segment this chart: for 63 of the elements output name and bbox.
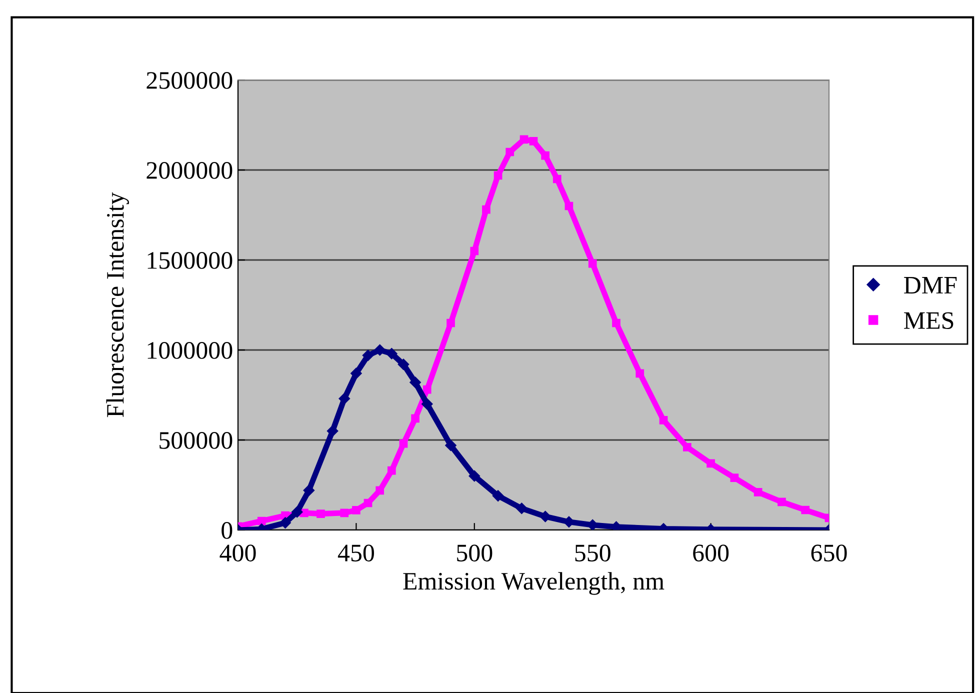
point [494, 171, 502, 180]
point [801, 506, 810, 514]
point [303, 484, 315, 496]
point [468, 470, 480, 482]
point [257, 516, 266, 526]
point [386, 348, 398, 360]
point [754, 488, 762, 496]
y-tick-label: 1000000 [148, 342, 232, 359]
y-tick-label: 0 [222, 522, 232, 539]
x-tick-label: 400 [220, 544, 256, 562]
y-tick-label: 500000 [160, 432, 232, 449]
point [410, 376, 421, 388]
point [398, 358, 410, 370]
y-axis-title: Fluorescence Intensity [106, 192, 129, 418]
point [520, 135, 528, 144]
point [506, 148, 514, 156]
point [376, 486, 384, 495]
point [422, 385, 432, 394]
legend-label: DMF [904, 277, 957, 294]
point [706, 459, 715, 468]
point [552, 174, 562, 184]
point [541, 151, 550, 160]
point [340, 508, 349, 518]
point [682, 443, 692, 452]
point [659, 416, 668, 424]
point [778, 498, 786, 506]
y-tick-label: 2000000 [146, 162, 232, 179]
point [540, 510, 551, 522]
point [387, 466, 396, 475]
point [280, 517, 291, 528]
point [516, 502, 528, 514]
y-tick-label: 2500000 [146, 72, 232, 89]
x-tick-label: 500 [457, 544, 492, 562]
point [326, 425, 338, 437]
x-tick-label: 550 [575, 544, 610, 562]
point [350, 368, 362, 380]
x-tick-label: 600 [693, 544, 729, 562]
point [636, 369, 644, 378]
point [529, 137, 538, 146]
point [588, 259, 597, 268]
x-axis-title: Emission Wavelength, nm [403, 572, 664, 595]
point [470, 246, 479, 256]
point [612, 318, 620, 328]
point [482, 205, 490, 214]
point [411, 414, 420, 423]
point [362, 350, 374, 362]
point [445, 440, 456, 452]
point [316, 510, 325, 518]
point [352, 506, 360, 514]
point [374, 344, 386, 356]
x-tick-label: 650 [811, 544, 847, 562]
y-tick-label: 1500000 [148, 252, 232, 269]
point [422, 398, 433, 410]
point [492, 490, 504, 502]
x-tick-label: 450 [338, 544, 374, 562]
point [730, 474, 739, 482]
legend-label: MES [904, 312, 954, 329]
point [338, 392, 350, 404]
point [446, 318, 455, 328]
point [564, 202, 574, 210]
point [364, 498, 372, 508]
point [399, 439, 408, 448]
point [291, 506, 303, 518]
